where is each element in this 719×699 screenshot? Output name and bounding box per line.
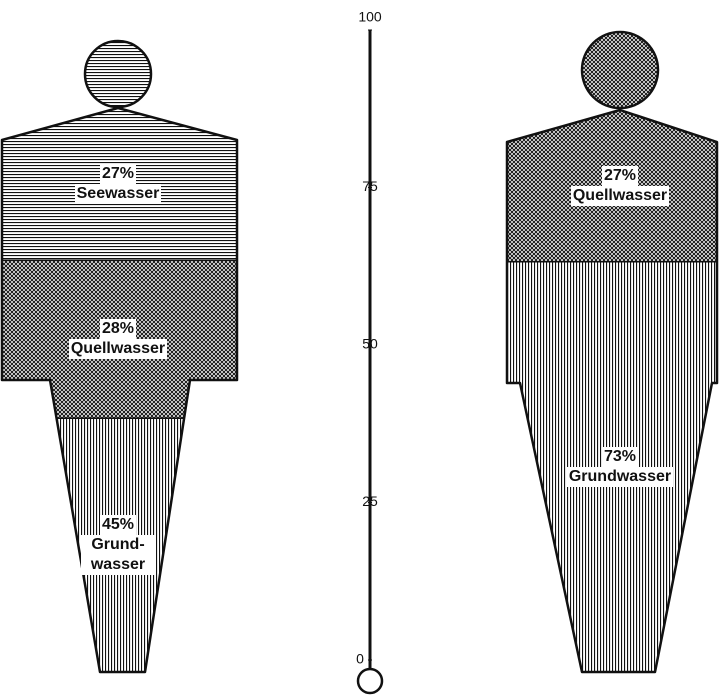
chart: 0255075100 27%Seewasser28%Quellwasser45%… bbox=[0, 0, 719, 699]
label-text: Quellwasser bbox=[571, 186, 669, 206]
segment-label: 27%Quellwasser bbox=[545, 166, 695, 206]
y-tick-label: 100 bbox=[358, 9, 382, 25]
segment-name: Grundwasser bbox=[553, 467, 687, 487]
segment-value-label: 27% bbox=[545, 166, 695, 186]
segment-name: Quellwasser bbox=[43, 339, 193, 359]
segment-value-label: 73% bbox=[553, 447, 687, 467]
head bbox=[582, 32, 658, 108]
label-text: Grundwasser bbox=[567, 467, 673, 487]
label-text: Seewasser bbox=[75, 184, 162, 204]
segment-value-label: 27% bbox=[43, 164, 193, 184]
segment-label: 45%Grund-wasser bbox=[81, 515, 154, 575]
y-tick-label: 0 bbox=[356, 651, 364, 667]
segment-value-label: 45% bbox=[81, 515, 154, 535]
label-text: 73% bbox=[602, 447, 638, 467]
segment-name: Seewasser bbox=[43, 184, 193, 204]
label-text: 28% bbox=[100, 319, 136, 339]
label-text: 45% bbox=[100, 515, 136, 535]
scale-bulb bbox=[358, 669, 382, 693]
segment-label: 27%Seewasser bbox=[43, 164, 193, 204]
label-text: Grund-wasser bbox=[81, 535, 154, 575]
segment-name: Quellwasser bbox=[545, 186, 695, 206]
label-text: 27% bbox=[100, 164, 136, 184]
head bbox=[85, 41, 151, 107]
segment-value-label: 28% bbox=[43, 319, 193, 339]
segment-name: Grund-wasser bbox=[81, 535, 154, 575]
segment-label: 73%Grundwasser bbox=[553, 447, 687, 487]
segment-label: 28%Quellwasser bbox=[43, 319, 193, 359]
label-text: 27% bbox=[602, 166, 638, 186]
label-text: Quellwasser bbox=[69, 339, 167, 359]
